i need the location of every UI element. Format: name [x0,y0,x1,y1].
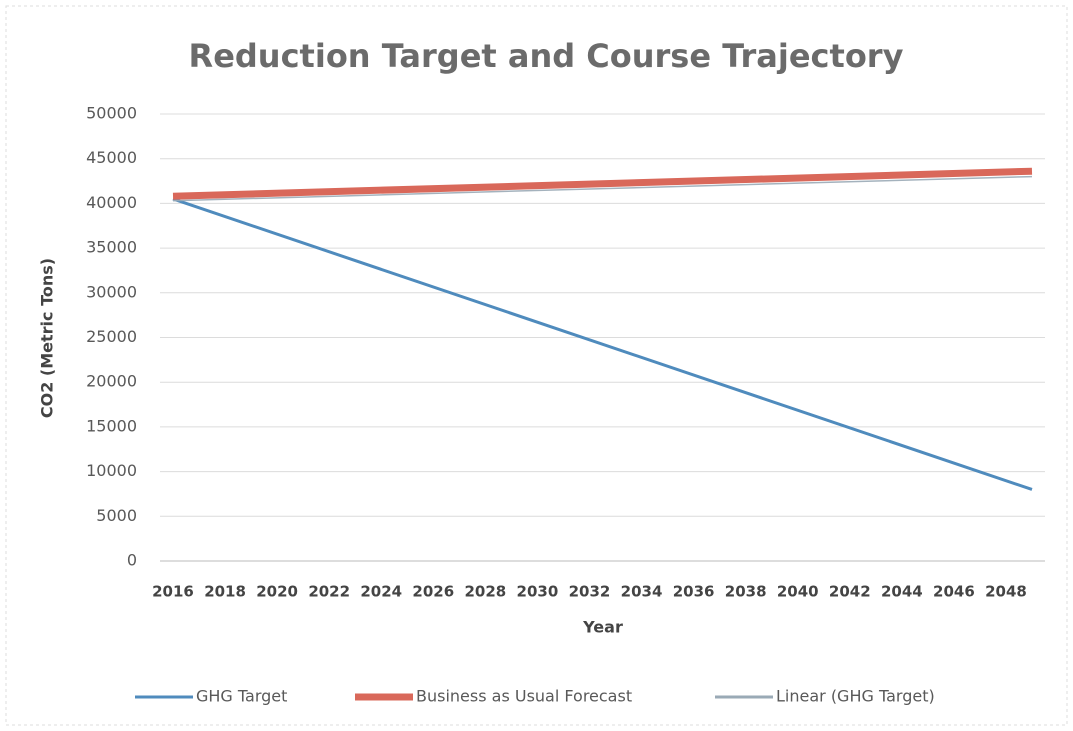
series-line [172,175,1033,202]
x-tick-label: 2028 [464,583,506,601]
y-tick-label: 45000 [86,148,137,167]
legend-label: Business as Usual Forecast [416,687,632,706]
x-tick-label: 2038 [725,583,767,601]
chart-border [5,5,1068,726]
x-axis-label: Year [582,618,623,637]
y-axis-label: CO2 (Metric Tons) [38,258,57,418]
x-tick-label: 2042 [829,583,871,601]
y-tick-label: 30000 [86,282,137,301]
x-tick-label: 2032 [569,583,611,601]
x-tick-label: 2036 [673,583,715,601]
y-tick-label: 15000 [86,416,137,435]
x-tick-label: 2044 [881,583,923,601]
series-line [172,167,1033,200]
x-tick-label: 2020 [256,583,298,601]
y-tick-label: 10000 [86,461,137,480]
x-tick-label: 2026 [412,583,454,601]
legend-label: Linear (GHG Target) [776,687,935,706]
x-tick-label: 2034 [621,583,663,601]
y-tick-label: 25000 [86,327,137,346]
y-tick-label: 50000 [86,104,137,123]
x-tick-label: 2016 [152,583,194,601]
legend-label: GHG Target [196,687,287,706]
series-line [172,197,1033,491]
x-tick-label: 2048 [985,583,1027,601]
y-tick-label: 5000 [96,506,137,525]
chart-title: Reduction Target and Course Trajectory [189,37,904,75]
x-tick-label: 2018 [204,583,246,601]
x-tick-label: 2040 [777,583,819,601]
y-tick-label: 20000 [86,372,137,391]
x-tick-label: 2022 [308,583,350,601]
y-tick-label: 0 [127,551,137,570]
x-tick-label: 2046 [933,583,975,601]
y-tick-label: 35000 [86,238,137,257]
x-tick-label: 2030 [517,583,559,601]
x-tick-label: 2024 [360,583,402,601]
y-tick-label: 40000 [86,193,137,212]
